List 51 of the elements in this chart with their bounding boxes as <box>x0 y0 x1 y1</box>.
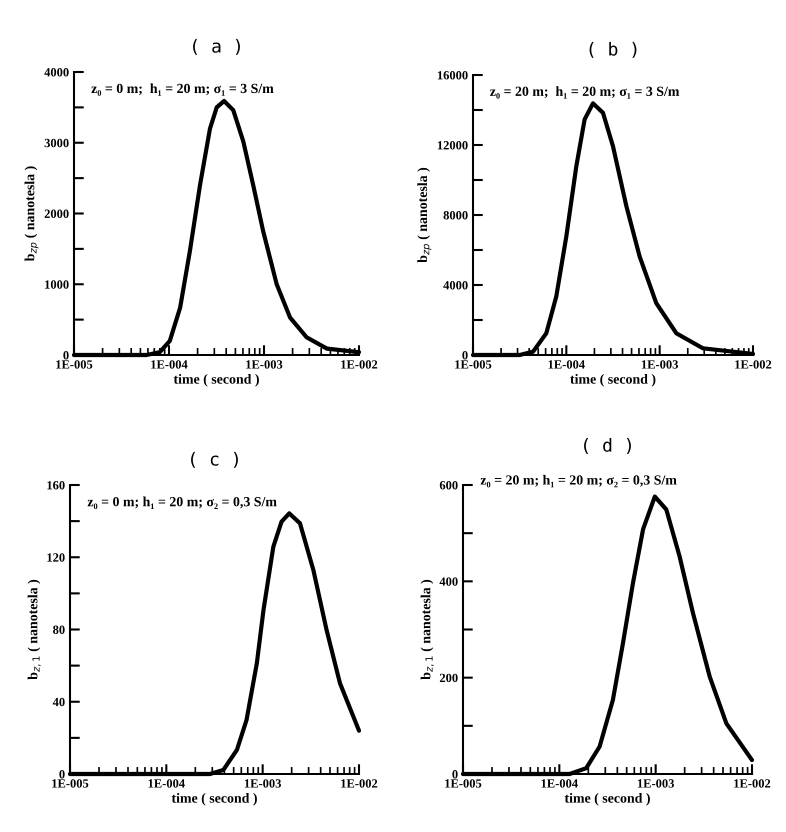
y-tick-label: 0 <box>462 351 468 360</box>
x-axis-title: time ( second ) <box>172 792 257 806</box>
x-tick-label: 1E-005 <box>445 779 482 788</box>
y-tick-label: 4000 <box>44 68 69 76</box>
x-tick-label: 1E-003 <box>642 360 678 369</box>
y-axis-title: b$_{zp}$ ( nanotesla ) <box>417 168 432 263</box>
y-tick-label: 16000 <box>438 71 468 80</box>
x-axis-title: time ( second ) <box>174 374 259 387</box>
chart-title: ( c ) <box>191 452 238 468</box>
x-tick-label: 1E-004 <box>542 779 578 788</box>
x-tick-label: 1E-005 <box>455 360 492 369</box>
x-tick-label: 1E-004 <box>548 360 585 369</box>
annotation: z₀ = 20 m; h₁ = 20 m; σ₁ = 3 S/m <box>490 86 680 99</box>
y-tick-label: 0 <box>63 351 69 360</box>
x-tick-label: 1E-002 <box>341 779 378 788</box>
y-tick-label: 120 <box>47 553 65 562</box>
x-tick-label: 1E-003 <box>638 779 674 788</box>
y-tick-label: 0 <box>452 770 458 778</box>
y-axis-title: b$_{zp}$ ( nanotesla ) <box>24 166 38 262</box>
y-tick-label: 200 <box>440 674 458 682</box>
y-tick-label: 600 <box>440 481 458 490</box>
chart-title: ( b ) <box>590 42 636 58</box>
y-axis-title: b$_{z,1}$ ( nanotesla ) <box>28 580 41 680</box>
y-tick-label: 4000 <box>443 281 468 290</box>
y-tick-label: 12000 <box>438 141 468 150</box>
x-tick-label: 1E-002 <box>735 360 772 369</box>
x-tick-label: 1E-005 <box>56 360 92 369</box>
x-tick-label: 1E-004 <box>151 360 188 369</box>
y-tick-label: 160 <box>47 481 65 490</box>
y-tick-label: 40 <box>52 698 65 706</box>
y-axis-title: b$_{z,1}$ ( nanotesla ) <box>420 580 434 680</box>
x-tick-label: 1E-003 <box>246 360 282 369</box>
x-tick-label: 1E-003 <box>244 779 281 788</box>
y-tick-label: 3000 <box>44 138 69 148</box>
y-tick-label: 400 <box>440 577 458 586</box>
x-axis-title: time ( second ) <box>564 792 650 806</box>
x-tick-label: 1E-002 <box>734 779 770 788</box>
y-tick-label: 80 <box>53 626 65 634</box>
chart-title: ( d ) <box>584 438 631 454</box>
y-tick-label: 1000 <box>45 280 69 289</box>
y-tick-label: 8000 <box>444 211 468 220</box>
chart-title: ( a ) <box>193 38 240 55</box>
y-tick-label: 0 <box>59 770 65 778</box>
x-tick-label: 1E-002 <box>341 360 378 369</box>
annotation: z₀ = 20 m; h₁ = 20 m; σ₂ = 0,3 S/m <box>480 474 677 488</box>
x-tick-label: 1E-004 <box>148 779 185 788</box>
x-tick-label: 1E-005 <box>52 779 88 788</box>
x-axis-title: time ( second ) <box>570 374 656 387</box>
y-tick-label: 2000 <box>44 210 69 218</box>
annotation: z₀ = 0 m; h₁ = 20 m; σ₁ = 3 S/m <box>91 83 274 96</box>
annotation: z₀ = 0 m; h₁ = 20 m; σ₂ = 0,3 S/m <box>88 496 277 510</box>
